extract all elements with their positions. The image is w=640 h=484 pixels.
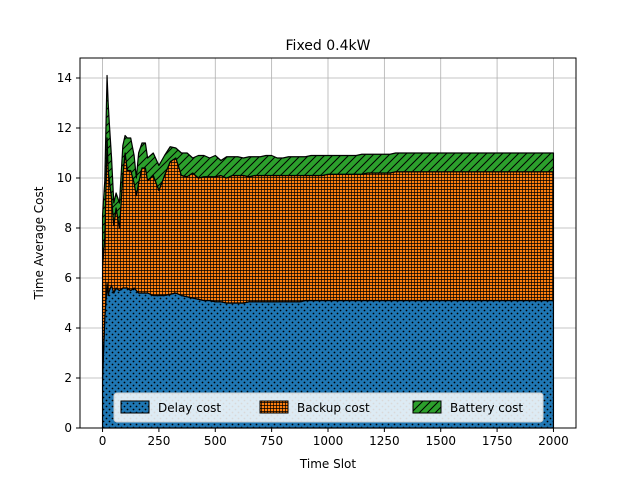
x-tick-label: 250 (147, 434, 170, 448)
y-tick-label: 14 (57, 71, 72, 85)
legend-box (113, 392, 544, 423)
x-tick-label: 500 (204, 434, 227, 448)
axis-ticks: 0 250 500 750 1000 1250 1500 1750 2000 0 2 4 6 8 10 12 1… (57, 71, 569, 448)
y-tick-label: 12 (57, 121, 72, 135)
x-axis-label: Time Slot (299, 457, 356, 471)
y-tick-label: 10 (57, 171, 72, 185)
plot-areas (101, 74, 555, 429)
y-tick-label: 6 (64, 271, 72, 285)
y-axis-label: Time Average Cost (32, 186, 46, 300)
x-tick-label: 1000 (313, 434, 344, 448)
x-tick-label: 0 (99, 434, 107, 448)
x-tick-label: 750 (260, 434, 283, 448)
legend-swatch-delay-cost (120, 400, 150, 414)
y-tick-label: 8 (64, 221, 72, 235)
area-battery-cost (101, 74, 555, 267)
legend-label-delay-cost: Delay cost (158, 401, 221, 415)
legend: Delay cost Backup cost Battery cost (113, 392, 544, 423)
legend-swatch-backup-cost (259, 400, 289, 414)
x-tick-label: 1250 (369, 434, 400, 448)
x-tick-label: 2000 (538, 434, 569, 448)
legend-swatch-battery-cost (412, 400, 442, 414)
y-tick-label: 2 (64, 371, 72, 385)
x-tick-label: 1750 (482, 434, 513, 448)
y-tick-label: 4 (64, 321, 72, 335)
legend-label-backup-cost: Backup cost (297, 401, 370, 415)
legend-label-battery-cost: Battery cost (450, 401, 523, 415)
y-tick-label: 0 (64, 421, 72, 435)
x-tick-label: 1500 (425, 434, 456, 448)
chart-title: Fixed 0.4kW (286, 38, 371, 54)
